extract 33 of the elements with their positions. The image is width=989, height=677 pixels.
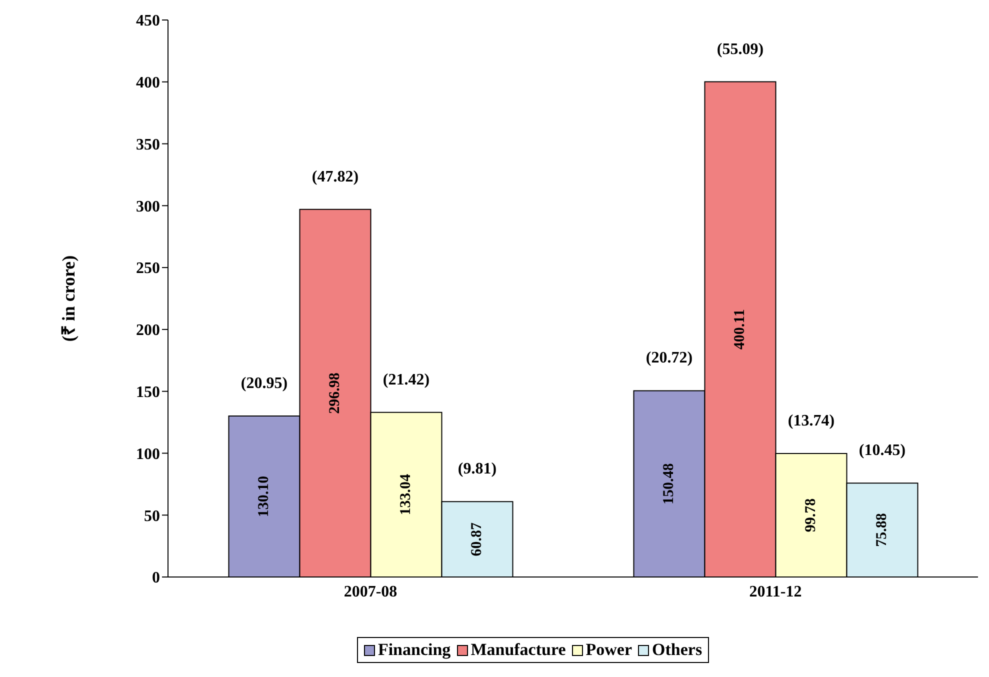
legend-label: Power [584,640,632,660]
y-tick-label: 200 [136,322,160,340]
legend-label: Manufacture [470,640,566,660]
annotation: (20.95) [240,374,288,392]
annotation: (55.09) [716,40,764,58]
data-label: 150.48 [661,463,678,504]
y-tick-label: 300 [136,198,160,216]
y-tick-label: 100 [136,446,160,463]
x-tick-label: 2007-08 [344,583,398,600]
y-tick-label: 350 [136,136,160,154]
annotation: (20.72) [646,350,693,367]
legend-label: Others [651,640,702,660]
annotation: (10.45) [858,442,906,460]
x-tick-label: 2011-12 [749,583,802,600]
y-tick-label: 150 [136,384,160,402]
data-label: 133.04 [398,474,414,516]
data-label: 130.10 [256,476,272,518]
annotation: (21.42) [382,371,430,388]
data-label: 296.98 [327,372,344,414]
data-label: 99.78 [803,498,820,532]
annotation: (9.81) [458,460,497,478]
y-tick-label: 400 [136,74,160,92]
y-tick-label: 0 [152,570,160,587]
y-tick-label: 450 [136,12,160,30]
data-label: 75.88 [874,513,890,547]
data-label: 60.87 [469,522,486,556]
annotation: (47.82) [312,168,359,186]
legend-label: Financing [376,640,451,660]
y-axis-title: (₹ in crore) [58,255,78,342]
y-tick-label: 50 [144,508,160,525]
annotation: (13.74) [788,412,835,430]
y-tick-label: 250 [136,260,160,278]
data-label: 400.11 [732,309,748,350]
